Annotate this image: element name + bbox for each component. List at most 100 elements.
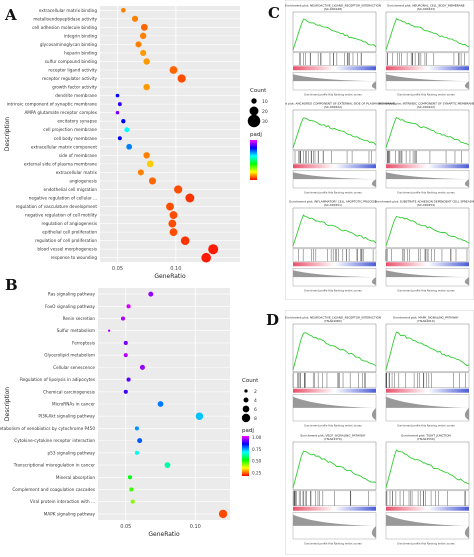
enrichment-plot-legend: Enrichment profile Hits Ranking metric s… [397, 93, 455, 97]
data-point [137, 438, 143, 444]
category-label: negative regulation of cellular ... [29, 196, 97, 201]
data-point [201, 252, 211, 263]
data-point [185, 193, 195, 203]
data-point [135, 41, 142, 48]
rank-bar [293, 506, 376, 511]
category-label: regulation of vasculature development [16, 204, 98, 209]
rank-bar [386, 164, 469, 169]
data-point [127, 475, 133, 480]
enrichment-plot: Enrichment plot: MAPK_SIGNALING_PATHWAY(… [385, 316, 470, 428]
data-point [164, 462, 171, 468]
es-frame [292, 323, 377, 373]
enrichment-plot-subtitle: (HSA04080) [324, 319, 342, 323]
category-label: cell projection membrane [43, 127, 97, 132]
category-label: blood vessel morphogenesis [37, 247, 97, 252]
data-point [208, 244, 219, 255]
data-point [140, 49, 147, 56]
legend-count-title: Count [250, 88, 267, 94]
enrichment-plot-title: Enrichment plot: NEURONAL_CELL_BODY_MEMB… [387, 4, 464, 8]
category-label: negative regulation of cell motility [25, 213, 98, 218]
enrichment-plot-subtitle: (SC-000222) [417, 105, 435, 109]
es-curve [292, 332, 377, 371]
enrichment-plot-subtitle: (SC-000222) [324, 105, 342, 109]
category-label: cell body membrane [54, 136, 98, 141]
rank-bar [293, 388, 376, 393]
legend-size-label: 30 [262, 119, 268, 125]
legend-size-dot [251, 98, 257, 104]
enrichment-plot-title: Enrichment plot: VEGF_SIGNALING_PATHWAY [301, 434, 366, 438]
metric-area [386, 514, 469, 538]
data-point [195, 412, 204, 420]
data-point [131, 15, 139, 22]
data-point [157, 401, 164, 407]
rank-bar [386, 506, 469, 511]
enrichment-plot-legend: Enrichment profile Hits Ranking metric s… [304, 93, 362, 97]
data-point [218, 509, 228, 519]
rank-bar [293, 66, 376, 71]
legend-size-label: 8 [254, 416, 257, 422]
legend-padj-title: padj [250, 132, 262, 138]
es-curve [385, 215, 470, 247]
padj-tick-label: 0.75 [252, 447, 262, 452]
category-label: Regulation of lipolysis in adipocytes [20, 377, 95, 382]
category-label: Chemical carcinogenesis [43, 389, 95, 394]
category-label: sulfur compound binding [45, 59, 98, 64]
data-point [177, 74, 186, 83]
legend-size-label: 2 [254, 389, 257, 395]
hits-frame [292, 372, 377, 388]
category-label: endothelial cell migration [44, 187, 98, 192]
enrichment-plot-title: Enrichment plot: NEUROACTIVE_LIGAND_RECE… [285, 316, 381, 320]
category-label: epithelial cell proliferation [42, 230, 97, 235]
hits-frame [292, 150, 377, 164]
hits-frame [292, 52, 377, 66]
es-frame [385, 109, 470, 151]
data-point [124, 127, 130, 133]
category-label: Cytokine-cytokine receptor interaction [14, 438, 95, 443]
category-label: Ras signaling pathway [48, 292, 96, 297]
panel-label-c: C [268, 4, 280, 22]
category-label: intrinsic component of synaptic membrane [7, 102, 98, 107]
es-curve [292, 117, 377, 149]
enrichment-plot-subtitle: (SC-000148) [324, 7, 342, 11]
category-label: extracellular matrix binding [39, 8, 97, 13]
category-label: Ferroptosis [72, 340, 95, 345]
data-point [137, 169, 144, 176]
data-point [121, 7, 126, 13]
enrichment-plot: Enrichment plot: VEGF_SIGNALING_PATHWAY(… [292, 434, 377, 546]
category-label: Glycerolipid metabolism [44, 353, 95, 358]
enrichment-plot-subtitle: (HSA04530) [417, 437, 435, 441]
enrichment-plot-subtitle: (HSA04370) [324, 437, 342, 441]
x-tick-label: 0.05 [120, 524, 131, 530]
category-label: angiogenesis [69, 178, 97, 183]
padj-tick-label: 0.50 [252, 459, 262, 464]
es-curve [292, 18, 377, 51]
category-label: regulation of cell proliferation [35, 238, 97, 243]
enrichment-plot-title: Enrichment plot: MAPK_SIGNALING_PATHWAY [393, 316, 459, 320]
category-label: MAPK signaling pathway [44, 511, 96, 516]
padj-colorbar [250, 140, 257, 180]
es-frame [292, 207, 377, 249]
category-label: cell adhesion molecule binding [32, 25, 97, 30]
data-point [115, 110, 120, 115]
rank-bar [293, 262, 376, 267]
enrichment-plot: Enrichment plot: NEUROACTIVE_LIGAND_RECE… [285, 316, 381, 428]
category-label: receptor regulator activity [42, 76, 97, 81]
category-label: AMPA glutamate receptor complex [24, 110, 97, 115]
data-point [143, 58, 150, 65]
legend-size-label: 10 [262, 99, 268, 105]
data-point [143, 152, 150, 159]
data-point [121, 119, 126, 124]
data-point [134, 450, 139, 455]
es-curve [292, 214, 377, 247]
data-point [146, 160, 154, 168]
data-point [148, 291, 154, 297]
enrichment-plot-legend: Enrichment profile Hits Ranking metric s… [397, 424, 455, 428]
rank-bar [293, 164, 376, 169]
metric-area [293, 74, 376, 89]
legend-padj-title: padj [242, 428, 254, 434]
category-label: metalloendopeptidase activity [33, 16, 97, 21]
rank-bar [386, 388, 469, 393]
data-point [123, 353, 128, 358]
enrichment-plot: Enrichment plot: TIGHT_JUNCTION(HSA04530… [385, 434, 470, 546]
panel-label-a: A [5, 6, 17, 24]
